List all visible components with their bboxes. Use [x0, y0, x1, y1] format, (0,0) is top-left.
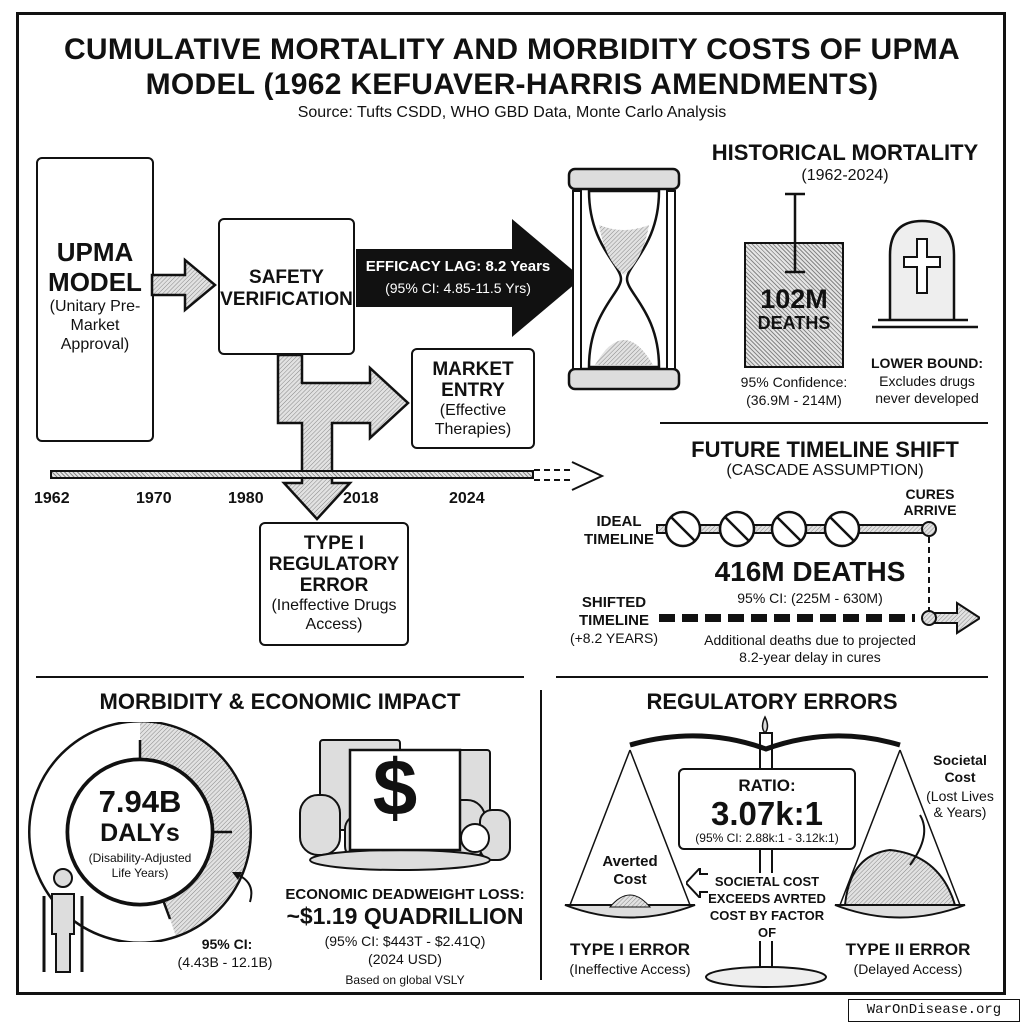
shift-amount: (+8.2 YEARS): [569, 630, 659, 646]
divider: [660, 422, 988, 424]
dalys-value: 7.94B: [98, 784, 182, 819]
future-ci: 95% CI: (225M - 630M): [737, 590, 883, 606]
ratio-ci: (95% CI: 2.88k:1 - 3.12k:1): [695, 831, 839, 845]
historical-title: HISTORICAL MORTALITY: [711, 140, 979, 165]
historical-years: (1962-2024): [801, 167, 889, 184]
efficacy-lag-label: EFFICACY LAG: 8.2 Years: [365, 258, 551, 275]
page-title: CUMULATIVE MORTALITY AND MORBIDITY COSTS…: [63, 33, 961, 101]
averted-cost-label: Averted Cost: [602, 853, 658, 888]
curved-arrow-icon: [232, 872, 253, 903]
shifted-timeline-label: SHIFTED TIMELINE: [579, 594, 649, 629]
market-entry-desc: (Effective Therapies): [434, 402, 512, 438]
money-pile-icon: [299, 739, 511, 871]
ratio-value: 3.07k:1: [711, 795, 823, 832]
historical-unit: DEATHS: [757, 313, 831, 333]
type2-error-desc: (Delayed Access): [853, 961, 963, 977]
safety-verification-box: SAFETY VERIFICATION: [218, 218, 355, 355]
dollar-sign-icon: $: [372, 743, 418, 832]
model-title: MODEL: [48, 267, 142, 297]
lower-bound-title: LOWER BOUND:: [871, 355, 983, 371]
dalys-ci-label: 95% CI:: [201, 936, 253, 952]
dalys-unit: DALYs: [100, 819, 180, 847]
timeline-tick: 1970: [136, 490, 172, 507]
type1-error-desc: (Ineffective Access): [569, 961, 691, 977]
type1-error-title: TYPE I REGULATORY ERROR: [268, 533, 400, 596]
errors-title: REGULATORY ERRORS: [646, 689, 898, 714]
dalys-donut-chart: [28, 722, 252, 942]
loss-basis: Based on global VSLY: [345, 973, 465, 987]
watermark: WarOnDisease.org: [848, 999, 1020, 1022]
ratio-box: RATIO: 3.07k:1 (95% CI: 2.88k:1 - 3.12k:…: [678, 768, 856, 850]
future-note: Additional deaths due to projected 8.2-y…: [704, 632, 916, 665]
dalys-ci: (4.43B - 12.1B): [177, 954, 273, 970]
source-line: Source: Tufts CSDD, WHO GBD Data, Monte …: [297, 104, 727, 121]
type1-error-label: TYPE I ERROR: [570, 940, 690, 959]
arrow-right-icon: [150, 257, 217, 313]
historical-timeline-bar: [50, 470, 534, 479]
ideal-timeline-label: IDEAL TIMELINE: [584, 513, 654, 548]
historical-ci: (36.9M - 214M): [746, 392, 842, 408]
loss-value: ~$1.19 QUADRILLION: [286, 903, 524, 929]
timeline-tick: 1980: [228, 490, 264, 507]
timeline-tick: 2018: [343, 490, 379, 507]
timeline-dashed-arrow: [534, 461, 605, 491]
ratio-label: RATIO:: [738, 776, 796, 795]
dalys-desc: (Disability-Adjusted Life Years): [88, 851, 192, 880]
tombstone-icon: [872, 219, 978, 329]
safety-line1: SAFETY: [249, 267, 324, 288]
market-entry-box: MARKET ENTRY (Effective Therapies): [411, 348, 535, 449]
historical-value: 102M: [760, 284, 828, 314]
timeline-tick: 1962: [34, 490, 70, 507]
divider: [556, 676, 988, 678]
hourglass-icon: [567, 167, 681, 391]
efficacy-lag-arrow: [356, 219, 582, 337]
error-bar: [785, 192, 805, 274]
loss-ci: (95% CI: $443T - $2.41Q): [324, 933, 486, 949]
lower-bound-desc: Excludes drugs never developed: [875, 373, 979, 406]
person-crutches-icon: [42, 868, 84, 973]
historical-ci-label: 95% Confidence:: [740, 374, 848, 390]
morbidity-title: MORBIDITY & ECONOMIC IMPACT: [99, 689, 461, 714]
timeline-tick: 2024: [449, 490, 485, 507]
timeline-shift-graphic: [656, 510, 980, 635]
future-subtitle: (CASCADE ASSUMPTION): [726, 462, 924, 479]
infographic-frame: [16, 12, 1006, 995]
type1-error-desc: (Ineffective Drugs Access): [271, 597, 397, 633]
type2-error-label: TYPE II ERROR: [845, 940, 971, 959]
loss-year: (2024 USD): [368, 951, 442, 967]
cures-arrive-label: CURES ARRIVE: [903, 486, 957, 518]
exceeds-label: SOCIETAL COST EXCEEDS AVRTED COST BY FAC…: [708, 873, 826, 941]
safety-line2: VERIFICATION: [220, 289, 353, 310]
loss-label: ECONOMIC DEADWEIGHT LOSS:: [285, 886, 525, 903]
upma-model-box: UPMA MODEL (Unitary Pre-Market Approval): [36, 157, 154, 442]
type1-error-box: TYPE I REGULATORY ERROR (Ineffective Dru…: [259, 522, 409, 646]
future-title: FUTURE TIMELINE SHIFT: [691, 437, 959, 462]
efficacy-lag-ci: (95% CI: 4.85-11.5 Yrs): [385, 280, 531, 296]
societal-cost-desc: (Lost Lives & Years): [926, 788, 994, 820]
upma-desc: (Unitary Pre-Market Approval): [49, 298, 141, 353]
market-entry-title: MARKET ENTRY: [432, 359, 514, 401]
upma-title: UPMA: [56, 237, 134, 267]
vertical-divider: [540, 690, 542, 980]
future-deaths-value: 416M DEATHS: [714, 556, 906, 587]
divider: [36, 676, 524, 678]
societal-cost-label: Societal Cost: [933, 752, 987, 785]
